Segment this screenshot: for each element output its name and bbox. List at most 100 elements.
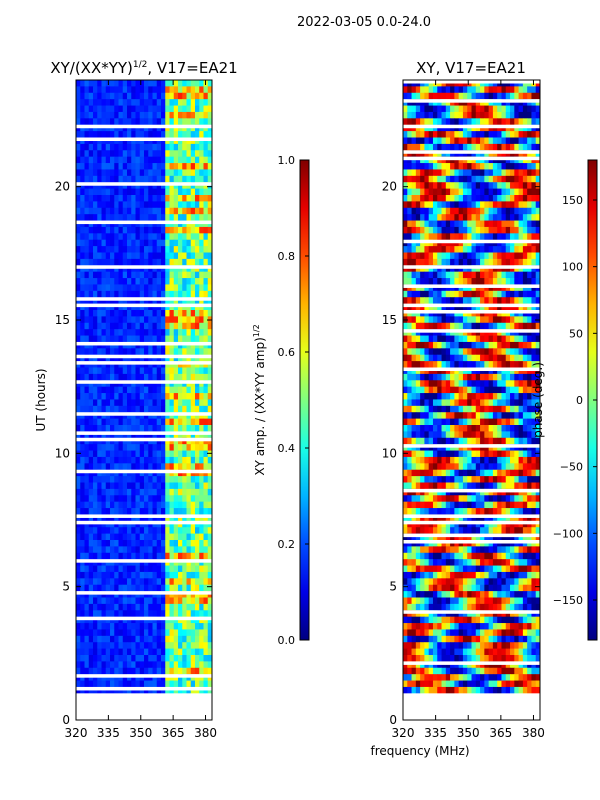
- heatmap-cell: [195, 533, 200, 541]
- heatmap-cell: [169, 456, 175, 464]
- heatmap-cell: [76, 150, 81, 158]
- heatmap-cell: [437, 386, 442, 394]
- heatmap-cell: [152, 405, 158, 413]
- heatmap-cell: [135, 642, 141, 650]
- heatmap-cell: [527, 226, 532, 234]
- heatmap-cell: [131, 239, 136, 247]
- heatmap-cell: [165, 150, 170, 158]
- heatmap-cell: [195, 150, 200, 158]
- heatmap-cell: [101, 578, 107, 586]
- heatmap-cell: [110, 175, 115, 183]
- heatmap-cell: [428, 437, 434, 445]
- heatmap-cell: [450, 322, 455, 330]
- heatmap-cell: [207, 195, 213, 202]
- heatmap-cell: [514, 386, 519, 394]
- heatmap-cell: [161, 482, 166, 490]
- heatmap-cell: [114, 348, 119, 356]
- heatmap-cell: [492, 412, 498, 420]
- heatmap-cell: [84, 425, 90, 432]
- heatmap-cell: [131, 610, 136, 618]
- heatmap-cell: [415, 290, 421, 298]
- heatmap-cell: [169, 578, 175, 586]
- heatmap-cell: [441, 143, 447, 151]
- heatmap-cell: [173, 527, 179, 535]
- heatmap-cell: [190, 527, 196, 535]
- heatmap-cell: [88, 150, 94, 158]
- heatmap-cell: [152, 648, 158, 656]
- heatmap-cell: [488, 412, 494, 420]
- heatmap-cell: [497, 207, 502, 215]
- heatmap-cell: [454, 361, 460, 368]
- heatmap-cell: [522, 137, 528, 145]
- heatmap-cell: [114, 290, 119, 298]
- heatmap-cell: [144, 271, 149, 279]
- heatmap-cell: [501, 322, 507, 330]
- heatmap-cell: [156, 131, 162, 138]
- heatmap-cell: [173, 642, 179, 650]
- heatmap-cell: [450, 118, 455, 126]
- heatmap-cell: [420, 361, 425, 368]
- heatmap-cell: [148, 207, 153, 215]
- heatmap-cell: [450, 105, 455, 113]
- y-tick-label: 20: [55, 180, 70, 194]
- heatmap-cell: [144, 444, 149, 451]
- heatmap-cell: [432, 412, 438, 420]
- heatmap-cell: [471, 412, 477, 420]
- heatmap-cell: [127, 284, 132, 292]
- heatmap-cell: [415, 278, 421, 285]
- heatmap-cell: [97, 571, 102, 579]
- heatmap-cell: [105, 546, 111, 554]
- heatmap-cell: [76, 169, 81, 177]
- heatmap-cell: [475, 214, 481, 221]
- heatmap-cell: [428, 405, 434, 413]
- heatmap-cell: [144, 488, 149, 496]
- heatmap-cell: [118, 533, 124, 541]
- heatmap-cell: [484, 220, 490, 228]
- heatmap-cell: [148, 118, 153, 126]
- heatmap-cell: [152, 195, 158, 202]
- heatmap-cell: [518, 226, 524, 234]
- heatmap-cell: [420, 163, 425, 170]
- heatmap-cell: [131, 642, 136, 650]
- heatmap-cell: [135, 610, 141, 618]
- heatmap-cell: [510, 393, 515, 400]
- heatmap-cell: [437, 118, 442, 126]
- heatmap-cell: [173, 86, 179, 94]
- heatmap-cell: [186, 252, 192, 260]
- heatmap-cell: [110, 552, 115, 560]
- heatmap-cell: [165, 278, 170, 285]
- heatmap-cell: [454, 386, 460, 394]
- heatmap-cell: [144, 571, 149, 579]
- heatmap-cell: [445, 214, 451, 221]
- heatmap-cell: [178, 131, 183, 138]
- heatmap-cell: [492, 252, 498, 260]
- heatmap-cell: [475, 271, 481, 279]
- heatmap-cell: [492, 431, 498, 439]
- heatmap-cell: [139, 540, 145, 547]
- heatmap-cell: [424, 405, 430, 413]
- heatmap-cell: [88, 482, 94, 490]
- heatmap-cell: [165, 508, 170, 515]
- heatmap-cell: [207, 393, 213, 400]
- heatmap-cell: [114, 623, 119, 630]
- heatmap-cell: [531, 418, 537, 426]
- heatmap-cell: [152, 456, 158, 464]
- heatmap-cell: [93, 476, 98, 483]
- heatmap-cell: [420, 207, 425, 215]
- heatmap-cell: [199, 163, 204, 170]
- heatmap-cell: [127, 92, 132, 100]
- heatmap-cell: [84, 476, 90, 483]
- heatmap-cell: [199, 195, 204, 202]
- colorbar-gradient: [300, 160, 309, 640]
- heatmap-cell: [195, 80, 200, 87]
- heatmap-cell: [424, 316, 430, 324]
- heatmap-cell: [173, 322, 179, 330]
- heatmap-cell: [178, 163, 183, 170]
- heatmap-cell: [492, 354, 498, 362]
- heatmap-cell: [182, 450, 187, 458]
- heatmap-cell: [84, 527, 90, 535]
- heatmap-cell: [105, 540, 111, 547]
- heatmap-cell: [518, 86, 524, 94]
- heatmap-cell: [131, 482, 136, 490]
- heatmap-cell: [441, 297, 447, 305]
